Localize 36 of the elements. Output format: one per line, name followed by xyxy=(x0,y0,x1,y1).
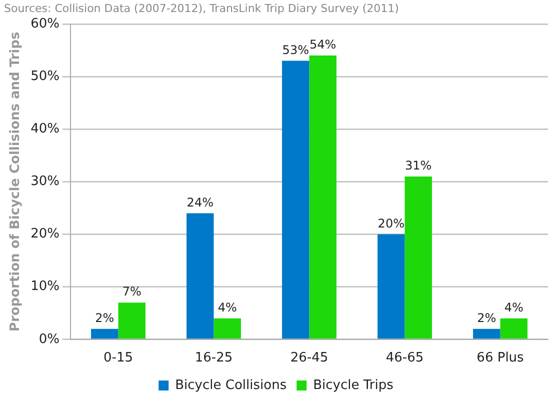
bar xyxy=(91,328,118,339)
data-label: 54% xyxy=(310,38,336,52)
data-label: 4% xyxy=(218,300,237,314)
y-tick-label: 0% xyxy=(38,332,60,347)
legend-label: Bicycle Trips xyxy=(313,378,394,393)
bar xyxy=(500,318,528,339)
y-tick-label: 50% xyxy=(30,68,60,84)
y-tick-label: 40% xyxy=(30,122,60,137)
data-label: 2% xyxy=(477,311,496,326)
bar xyxy=(186,213,214,339)
y-tick-label: 60% xyxy=(30,16,60,32)
source-note: Sources: Collision Data (2007-2012), TransLink Trip Diary Survey (2011) xyxy=(4,2,399,15)
data-label: 24% xyxy=(186,195,214,210)
data-label: 2% xyxy=(95,311,114,326)
x-tick-label: 16-25 xyxy=(194,350,233,366)
y-tick-label: 20% xyxy=(30,226,60,242)
bar xyxy=(309,56,336,339)
bar xyxy=(473,328,500,339)
data-label: 4% xyxy=(504,300,524,314)
x-tick-label: 46-65 xyxy=(386,350,424,366)
x-tick-label: 66 Plus xyxy=(476,350,524,366)
data-label: 53% xyxy=(282,42,309,57)
y-axis-title: Proportion of Bicycle Collisions and Trips xyxy=(8,32,24,332)
data-label: 20% xyxy=(378,216,404,230)
bar xyxy=(282,60,310,339)
bar xyxy=(404,176,432,339)
x-tick-label: 26-45 xyxy=(290,350,328,366)
bar xyxy=(378,234,405,339)
data-label: 31% xyxy=(405,158,432,173)
legend-label: Bicycle Collisions xyxy=(175,378,287,393)
bar xyxy=(214,318,241,339)
y-tick-label: 30% xyxy=(30,174,60,190)
y-tick-label: 10% xyxy=(30,279,60,294)
bar xyxy=(118,302,146,339)
x-tick-label: 0-15 xyxy=(103,350,134,366)
data-label: 7% xyxy=(122,284,142,299)
